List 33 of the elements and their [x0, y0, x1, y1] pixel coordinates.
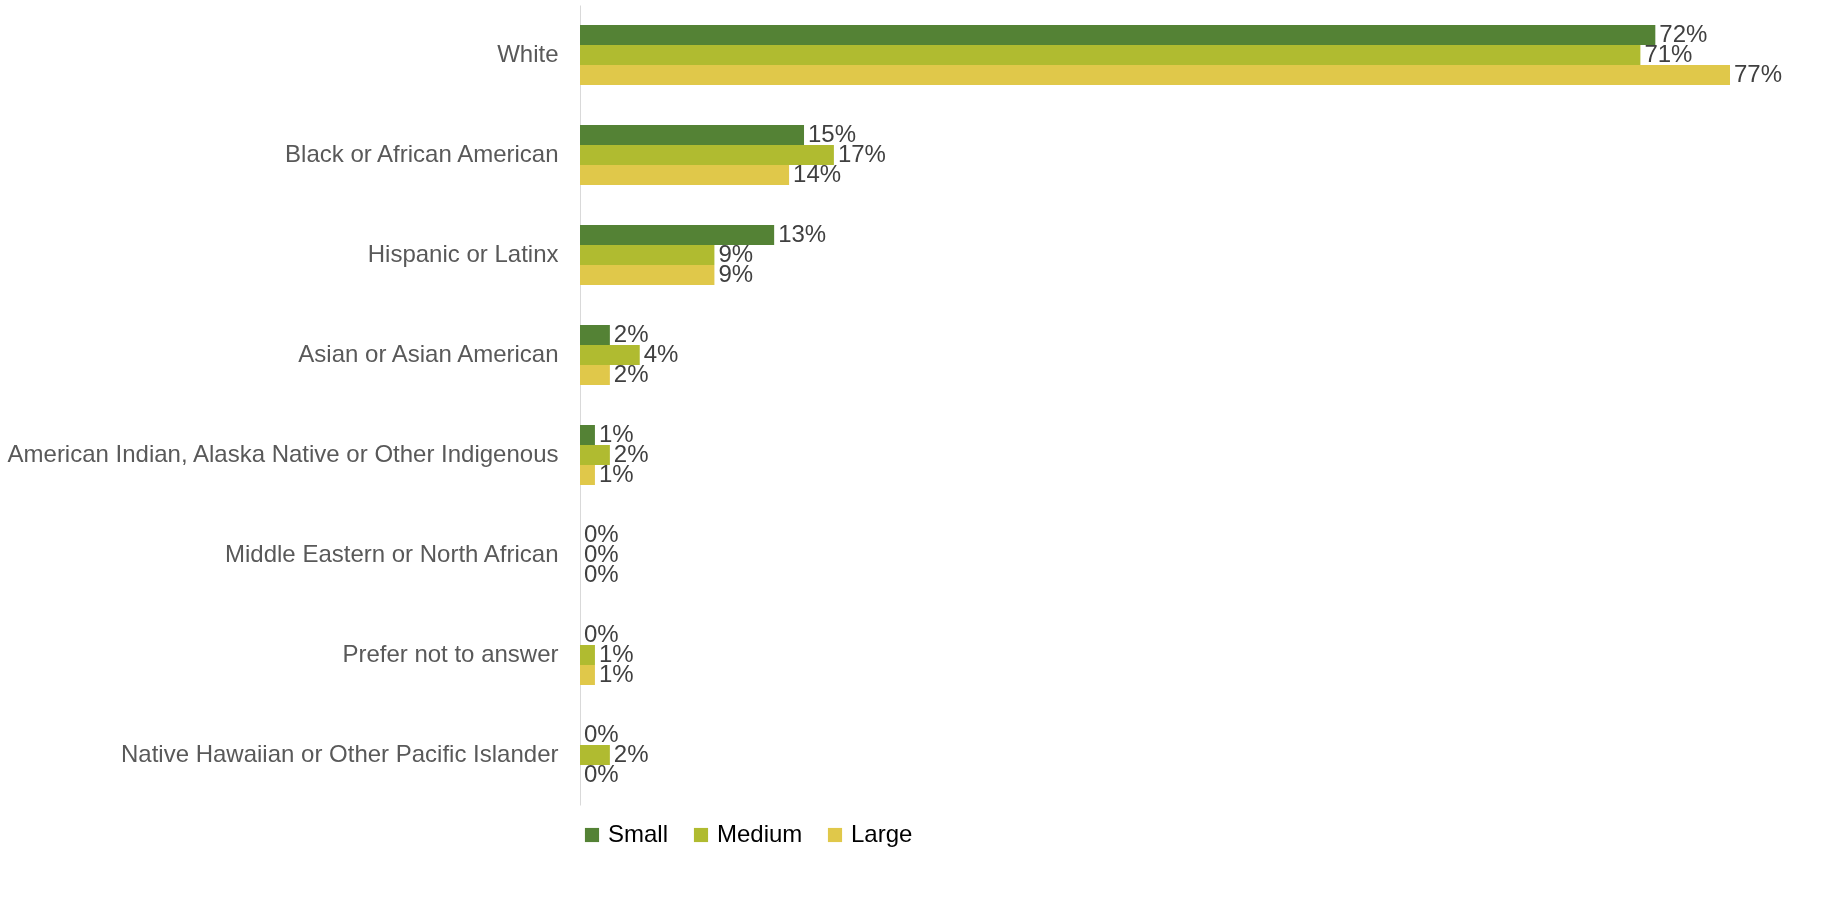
bar [580, 745, 610, 765]
data-label: 13% [778, 220, 827, 247]
y-tick-label: Middle Eastern or North African [225, 540, 559, 567]
data-label: 2% [613, 360, 649, 387]
bar [580, 325, 610, 345]
bar [580, 465, 595, 485]
legend-label: Medium [717, 820, 803, 847]
bar [580, 265, 715, 285]
data-label: 77% [1734, 60, 1783, 87]
bar [580, 65, 1730, 85]
y-tick-label: Prefer not to answer [342, 640, 559, 667]
bar [580, 125, 805, 145]
data-label: 2% [613, 320, 649, 347]
bar [580, 645, 595, 665]
legend-label: Large [851, 820, 913, 847]
bar [580, 25, 1656, 45]
bar [580, 245, 715, 265]
bar [580, 45, 1641, 65]
y-tick-label: American Indian, Alaska Native or Other Indigenous [7, 440, 559, 467]
y-tick-label: Native Hawaiian or Other Pacific Islander [120, 740, 559, 767]
bar [580, 145, 834, 165]
bar [580, 345, 640, 365]
y-tick-label: Asian or Asian American [298, 340, 559, 367]
bar [580, 365, 610, 385]
bar [580, 165, 790, 185]
y-tick-label: Hispanic or Latinx [367, 240, 559, 267]
legend-label: Small [608, 820, 669, 847]
bar [580, 425, 595, 445]
bar [580, 445, 610, 465]
y-tick-label: White [497, 40, 559, 67]
bar [580, 665, 595, 685]
bar [580, 225, 775, 245]
y-tick-label: Black or African American [285, 140, 559, 167]
